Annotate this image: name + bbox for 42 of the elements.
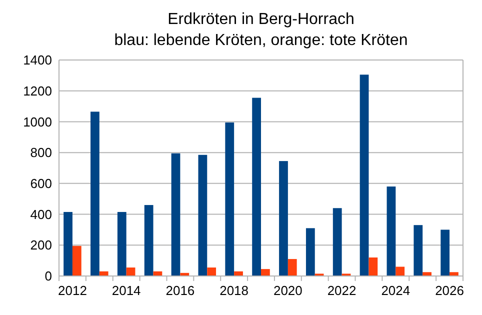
bar bbox=[306, 228, 315, 276]
bar bbox=[117, 212, 126, 276]
x-tick-label: 2020 bbox=[273, 283, 302, 298]
x-tick-label: 2026 bbox=[435, 283, 464, 298]
bar bbox=[440, 230, 450, 276]
y-tick-label: 1000 bbox=[23, 114, 52, 130]
x-tick-label: 2016 bbox=[166, 283, 195, 298]
bar bbox=[126, 268, 136, 276]
bar bbox=[279, 161, 288, 276]
bar bbox=[368, 257, 378, 276]
y-tick-label: 600 bbox=[30, 176, 52, 191]
x-tick-label: 2022 bbox=[327, 283, 356, 298]
y-tick-label: 0 bbox=[44, 268, 52, 284]
bar bbox=[144, 205, 154, 276]
chart-title: Erdkröten in Berg-Horrach bbox=[168, 11, 354, 28]
y-tick-label: 400 bbox=[30, 206, 52, 222]
bar bbox=[450, 272, 458, 276]
bar bbox=[171, 153, 180, 276]
x-tick-label: 2012 bbox=[58, 283, 87, 298]
x-tick-label: 2024 bbox=[381, 283, 410, 298]
bar bbox=[90, 112, 100, 276]
x-tick-label: 2014 bbox=[112, 283, 141, 298]
bar bbox=[396, 266, 405, 276]
bar bbox=[422, 272, 432, 276]
bar bbox=[261, 269, 270, 276]
bar bbox=[72, 246, 82, 276]
bar bbox=[198, 154, 208, 276]
bar bbox=[414, 225, 423, 276]
bar bbox=[288, 259, 297, 276]
bar bbox=[207, 268, 216, 276]
y-tick-label: 1400 bbox=[23, 52, 52, 68]
bar bbox=[332, 208, 342, 276]
bar bbox=[386, 186, 396, 276]
y-tick-label: 200 bbox=[30, 238, 52, 253]
bar bbox=[360, 74, 369, 276]
y-tick-label: 800 bbox=[30, 145, 52, 160]
y-tick-label: 1200 bbox=[23, 83, 52, 98]
x-tick-label: 2018 bbox=[220, 283, 249, 298]
chart-subtitle: blau: lebende Kröten, orange: tote Kröten bbox=[114, 32, 408, 49]
bar bbox=[252, 98, 261, 276]
bar bbox=[64, 212, 72, 276]
bar bbox=[225, 122, 234, 276]
